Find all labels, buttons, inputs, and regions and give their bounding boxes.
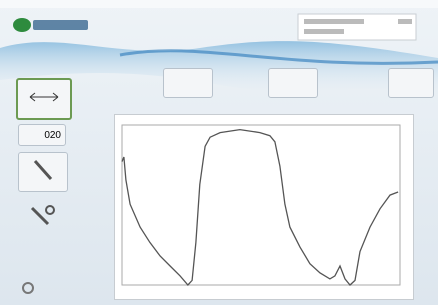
pen-button[interactable]: [18, 152, 68, 192]
gear-icon: [20, 280, 40, 296]
logo: [13, 18, 88, 32]
counter: 020: [44, 130, 61, 141]
app-window: 020: [0, 0, 438, 305]
tool-button[interactable]: [268, 68, 318, 98]
info-text: [398, 19, 412, 24]
tool-button[interactable]: [163, 68, 213, 98]
title-bar: [0, 0, 438, 8]
counter-button[interactable]: 020: [18, 124, 66, 146]
move-button[interactable]: [16, 78, 72, 120]
settings-button[interactable]: [18, 198, 66, 236]
pen-icon: [19, 153, 67, 191]
plot-panel: [114, 114, 414, 300]
info-box: [298, 14, 416, 40]
tool-button[interactable]: [388, 68, 434, 98]
info-text: [304, 19, 364, 24]
wrench-icon: [18, 198, 66, 236]
plot-frame: [115, 115, 414, 300]
info-text: [304, 29, 344, 34]
arrows-icon: [18, 80, 70, 118]
